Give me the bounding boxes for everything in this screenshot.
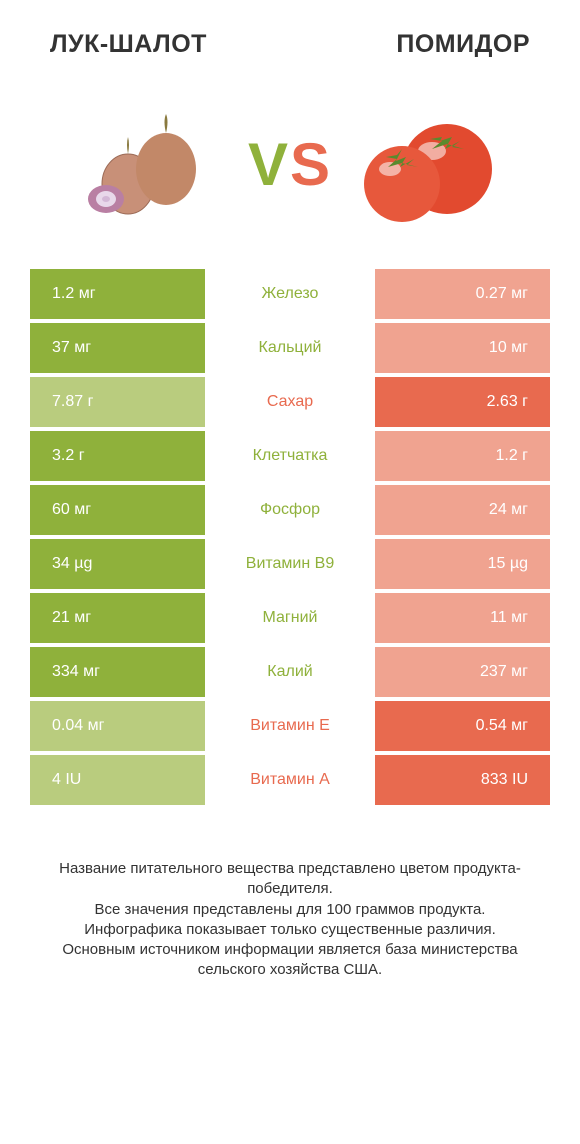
left-value-cell: 334 мг bbox=[30, 647, 205, 697]
shallot-image bbox=[78, 89, 228, 239]
right-value-cell: 10 мг bbox=[375, 323, 550, 373]
nutrient-name-cell: Кальций bbox=[205, 323, 375, 373]
header: ЛУК-ШАЛОТ ПОМИДОР bbox=[0, 0, 580, 69]
nutrition-row: 21 мгМагний11 мг bbox=[30, 593, 550, 643]
footer-line: Название питательного вещества представл… bbox=[30, 859, 550, 900]
nutrition-row: 0.04 мгВитамин E0.54 мг bbox=[30, 701, 550, 751]
right-value-cell: 1.2 г bbox=[375, 431, 550, 481]
left-value-cell: 1.2 мг bbox=[30, 269, 205, 319]
footer-line: Инфографика показывает только существенн… bbox=[30, 920, 550, 940]
nutrient-name-cell: Магний bbox=[205, 593, 375, 643]
left-value-cell: 4 IU bbox=[30, 755, 205, 805]
nutrient-name-cell: Железо bbox=[205, 269, 375, 319]
left-value-cell: 37 мг bbox=[30, 323, 205, 373]
nutrition-row: 334 мгКалий237 мг bbox=[30, 647, 550, 697]
nutrient-name-cell: Витамин B9 bbox=[205, 539, 375, 589]
right-value-cell: 833 IU bbox=[375, 755, 550, 805]
nutrient-name-cell: Фосфор bbox=[205, 485, 375, 535]
nutrient-name-cell: Клетчатка bbox=[205, 431, 375, 481]
vs-label: VS bbox=[248, 130, 332, 199]
nutrient-name-cell: Сахар bbox=[205, 377, 375, 427]
right-value-cell: 15 µg bbox=[375, 539, 550, 589]
nutrient-name-cell: Витамин A bbox=[205, 755, 375, 805]
right-value-cell: 11 мг bbox=[375, 593, 550, 643]
right-value-cell: 0.27 мг bbox=[375, 269, 550, 319]
left-value-cell: 7.87 г bbox=[30, 377, 205, 427]
right-value-cell: 0.54 мг bbox=[375, 701, 550, 751]
left-value-cell: 3.2 г bbox=[30, 431, 205, 481]
left-value-cell: 0.04 мг bbox=[30, 701, 205, 751]
footer-notes: Название питательного вещества представл… bbox=[0, 809, 580, 981]
right-value-cell: 24 мг bbox=[375, 485, 550, 535]
right-value-cell: 237 мг bbox=[375, 647, 550, 697]
footer-line: Все значения представлены для 100 граммо… bbox=[30, 900, 550, 920]
nutrient-name-cell: Калий bbox=[205, 647, 375, 697]
vs-s: S bbox=[290, 131, 332, 198]
nutrition-row: 60 мгФосфор24 мг bbox=[30, 485, 550, 535]
nutrient-name-cell: Витамин E bbox=[205, 701, 375, 751]
tomato-image bbox=[352, 89, 502, 239]
hero-row: VS bbox=[0, 69, 580, 269]
nutrition-row: 34 µgВитамин B915 µg bbox=[30, 539, 550, 589]
nutrition-row: 4 IUВитамин A833 IU bbox=[30, 755, 550, 805]
footer-line: Основным источником информации является … bbox=[30, 940, 550, 981]
right-value-cell: 2.63 г bbox=[375, 377, 550, 427]
right-food-title: ПОМИДОР bbox=[396, 30, 530, 59]
left-value-cell: 21 мг bbox=[30, 593, 205, 643]
left-food-title: ЛУК-ШАЛОТ bbox=[50, 30, 207, 59]
vs-v: V bbox=[248, 131, 290, 198]
nutrition-row: 7.87 гСахар2.63 г bbox=[30, 377, 550, 427]
nutrition-row: 1.2 мгЖелезо0.27 мг bbox=[30, 269, 550, 319]
nutrition-row: 3.2 гКлетчатка1.2 г bbox=[30, 431, 550, 481]
left-value-cell: 60 мг bbox=[30, 485, 205, 535]
left-value-cell: 34 µg bbox=[30, 539, 205, 589]
nutrition-row: 37 мгКальций10 мг bbox=[30, 323, 550, 373]
nutrition-table: 1.2 мгЖелезо0.27 мг37 мгКальций10 мг7.87… bbox=[0, 269, 580, 805]
